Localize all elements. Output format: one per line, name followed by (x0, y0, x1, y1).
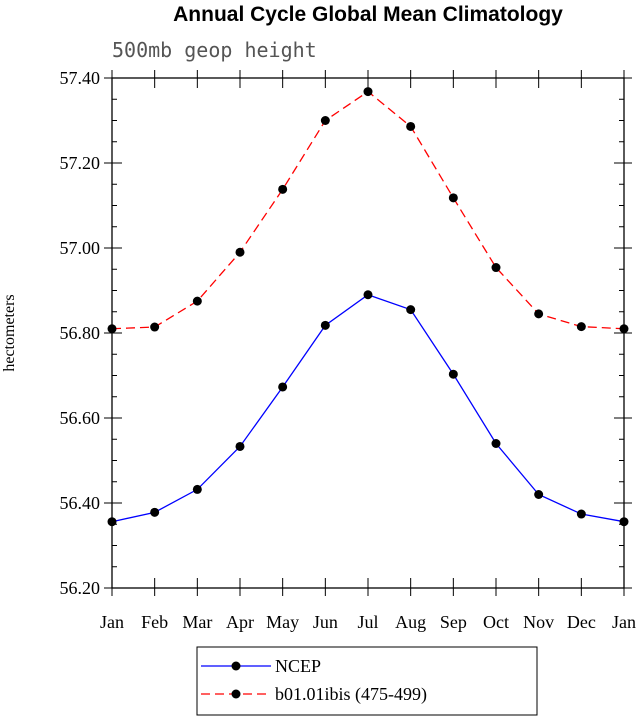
series-layer (107, 87, 629, 527)
y-tick-label: 56.40 (60, 493, 101, 513)
series-line (111, 294, 625, 523)
data-point (278, 184, 288, 194)
data-point (406, 121, 416, 131)
legend-swatch-marker (231, 661, 241, 671)
chart-subtitle: 500mb geop height (112, 38, 317, 62)
x-tick-label: Sep (440, 612, 467, 632)
y-tick-label: 56.80 (60, 323, 101, 343)
y-tick-label: 57.40 (60, 68, 101, 88)
x-tick-label: Apr (226, 612, 254, 632)
legend: NCEP b01.01ibis (475-499) (196, 646, 538, 716)
y-tick-label: 57.20 (60, 153, 101, 173)
data-point (491, 439, 501, 448)
data-point (150, 507, 160, 517)
x-tick-label: Nov (523, 612, 554, 632)
x-tick-label: Jun (313, 612, 338, 632)
y-tick-labels: 56.20 56.40 56.60 56.80 57.00 57.20 57.40 (60, 68, 101, 598)
data-point (192, 296, 202, 306)
data-point (235, 441, 245, 451)
y-tick-label: 56.60 (60, 408, 101, 428)
y-tick-label: 57.00 (60, 238, 101, 258)
legend-box (196, 646, 538, 716)
x-tick-label: Jul (357, 612, 378, 632)
data-point (534, 490, 544, 499)
legend-label: b01.01ibis (475-499) (275, 684, 427, 705)
data-point (363, 290, 373, 300)
legend-items: NCEP b01.01ibis (475-499) (201, 656, 427, 705)
chart-title: Annual Cycle Global Mean Climatology (173, 3, 563, 26)
y-axis-label: hectometers (1, 294, 18, 371)
data-point (448, 369, 458, 379)
data-point (363, 87, 373, 97)
data-point (534, 309, 544, 319)
legend-label: NCEP (275, 656, 321, 676)
data-point (278, 382, 288, 392)
x-tick-label: Aug (395, 612, 426, 632)
x-tick-label: Jan (612, 612, 636, 632)
data-point (406, 305, 416, 315)
data-point (448, 193, 458, 203)
y-tick-label: 56.20 (60, 578, 101, 598)
x-tick-label: Jan (100, 612, 124, 632)
data-point (192, 484, 202, 494)
data-point (576, 509, 586, 519)
axis-ticks (104, 70, 632, 596)
x-tick-labels: Jan Feb Mar Apr May Jun Jul Aug Sep Oct Nov Dec Jan (100, 612, 636, 632)
data-point (576, 322, 586, 332)
x-tick-label: May (266, 612, 299, 632)
data-point (491, 263, 501, 273)
plot-frame (111, 77, 625, 589)
x-tick-label: Feb (141, 612, 168, 632)
x-tick-label: Oct (483, 612, 509, 632)
x-tick-label: Dec (567, 612, 596, 632)
data-point (320, 320, 330, 330)
data-point (150, 322, 160, 332)
legend-swatch-marker (231, 689, 241, 699)
x-tick-label: Mar (182, 612, 212, 632)
data-point (320, 116, 330, 125)
data-point (235, 247, 245, 257)
